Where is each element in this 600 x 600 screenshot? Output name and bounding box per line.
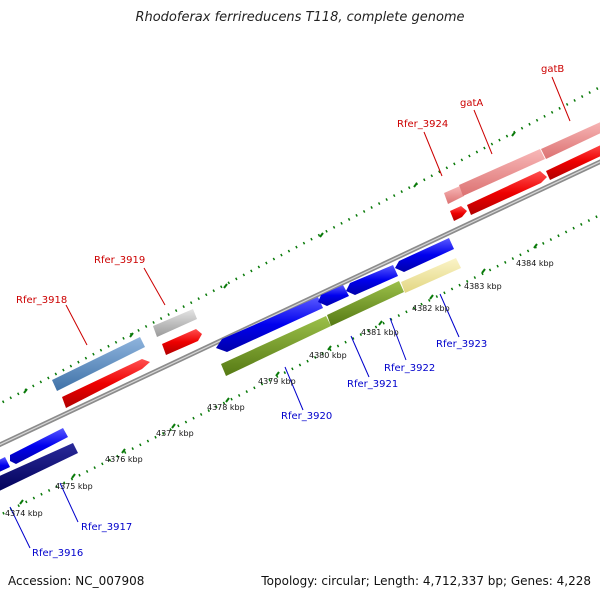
gene-rfer-3919-cds[interactable] [153, 309, 202, 355]
leader-lines-top [65, 76, 571, 346]
gene-label-rfer-3919[interactable]: Rfer_3919 [94, 255, 145, 266]
gene-label-rfer-3916[interactable]: Rfer_3916 [32, 548, 83, 559]
gene-gatb-cds[interactable] [541, 120, 600, 180]
scale-label-4377: 4377 kbp [156, 429, 194, 438]
gene-label-gata[interactable]: gatA [460, 98, 483, 109]
accession-label: Accession: NC_007908 [8, 574, 145, 588]
gene-label-rfer-3924[interactable]: Rfer_3924 [397, 119, 448, 130]
bottom-major-ticks [19, 243, 538, 505]
gene-label-rfer-3923[interactable]: Rfer_3923 [436, 339, 487, 350]
gene-label-rfer-3921[interactable]: Rfer_3921 [347, 379, 398, 390]
gene-label-rfer-3922[interactable]: Rfer_3922 [384, 363, 435, 374]
gene-label-rfer-3917[interactable]: Rfer_3917 [81, 522, 132, 533]
gene-rfer-3923-cds[interactable] [395, 238, 461, 293]
gene-rfer-3924-cds[interactable] [444, 186, 467, 221]
gene-rfer-3916-cds[interactable] [0, 443, 78, 493]
map-title: Rhodoferax ferrireducens T118, complete … [135, 10, 465, 25]
genome-summary: Topology: circular; Length: 4,712,337 bp… [261, 574, 591, 588]
top-major-ticks [23, 131, 516, 394]
scale-label-4382: 4382 kbp [412, 304, 450, 313]
leader-lines-bottom [9, 293, 460, 549]
gene-label-gatb[interactable]: gatB [541, 64, 564, 75]
bottom-tick-track [0, 213, 600, 517]
gene-label-rfer-3920[interactable]: Rfer_3920 [281, 411, 332, 422]
scale-label-4383: 4383 kbp [464, 282, 502, 291]
gene-rfer-3917-cds[interactable] [10, 428, 68, 464]
gene-rfer-3921-cds[interactable] [221, 285, 349, 376]
scale-label-4381: 4381 kbp [361, 328, 399, 337]
scale-label-4375: 4375 kbp [55, 482, 93, 491]
scale-label-4374: 4374 kbp [5, 509, 43, 518]
gene-rfer-3922-cds[interactable] [327, 265, 404, 326]
scale-label-4379: 4379 kbp [258, 377, 296, 386]
gene-gata-cds[interactable] [459, 149, 547, 215]
top-tick-track [0, 85, 600, 405]
gene-rfer-3918-cds[interactable] [52, 337, 150, 408]
gene-rfer-3920-cds[interactable] [216, 297, 323, 352]
gene-label-rfer-3918[interactable]: Rfer_3918 [16, 295, 67, 306]
scale-label-4380: 4380 kbp [309, 351, 347, 360]
scale-label-4378: 4378 kbp [207, 403, 245, 412]
scale-label-4384: 4384 kbp [516, 259, 554, 268]
scale-label-4376: 4376 kbp [105, 455, 143, 464]
